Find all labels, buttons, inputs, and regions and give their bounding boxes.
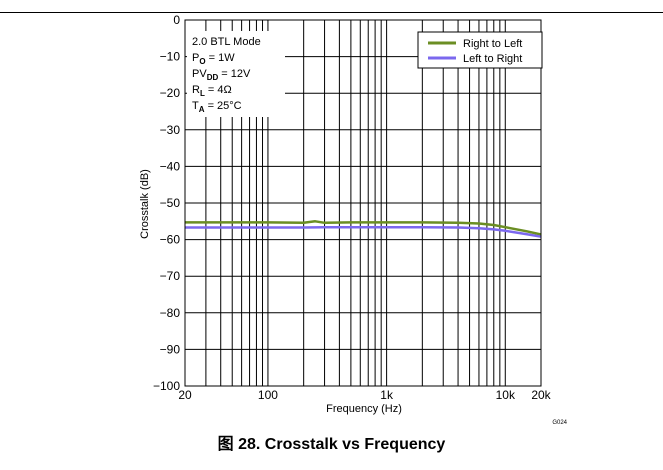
y-tick-label: −60	[160, 233, 181, 247]
condition-rl: RL = 4Ω	[192, 84, 232, 98]
x-axis-title: Frequency (Hz)	[326, 403, 402, 415]
x-tick-label: 10k	[496, 388, 516, 402]
conditions-background	[187, 31, 285, 117]
y-tick-label: −80	[160, 306, 181, 320]
legend-box	[417, 31, 543, 69]
y-tick-label: −40	[160, 159, 181, 173]
y-tick-label: 0	[173, 13, 180, 27]
condition-po: PO = 1W	[192, 52, 235, 66]
y-tick-label: −30	[160, 123, 181, 137]
series-lines	[185, 220, 542, 238]
conditions-box: 2.0 BTL Mode PO = 1W PVDD = 12V RL = 4Ω …	[187, 31, 285, 117]
series-line-left-to-right	[185, 225, 542, 238]
series-line-right-to-left	[185, 220, 542, 236]
condition-mode: 2.0 BTL Mode	[192, 36, 261, 48]
legend-label-right-to-left: Right to Left	[463, 38, 522, 50]
y-tick-label: −50	[160, 196, 181, 210]
condition-pvdd: PVDD = 12V	[192, 68, 251, 82]
figure-caption: 图 28. Crosstalk vs Frequency	[217, 436, 446, 453]
legend: Right to Left Left to Right	[417, 31, 543, 69]
x-tick-label: 20k	[531, 388, 551, 402]
y-tick-label: −90	[160, 342, 181, 356]
top-rule	[0, 12, 663, 13]
condition-ta: TA = 25°C	[192, 100, 242, 114]
y-tick-label: −20	[160, 86, 181, 100]
y-tick-label: −10	[160, 50, 181, 64]
figure-code: G024	[552, 420, 567, 426]
legend-label-left-to-right: Left to Right	[463, 53, 522, 65]
x-tick-label: 100	[258, 388, 278, 402]
y-tick-label: −100	[153, 379, 180, 393]
y-tick-label: −70	[160, 269, 181, 283]
x-tick-label: 20	[178, 388, 192, 402]
y-axis-title: Crosstalk (dB)	[139, 169, 151, 239]
plot-frame	[184, 19, 542, 387]
x-tick-label: 1k	[380, 388, 394, 402]
